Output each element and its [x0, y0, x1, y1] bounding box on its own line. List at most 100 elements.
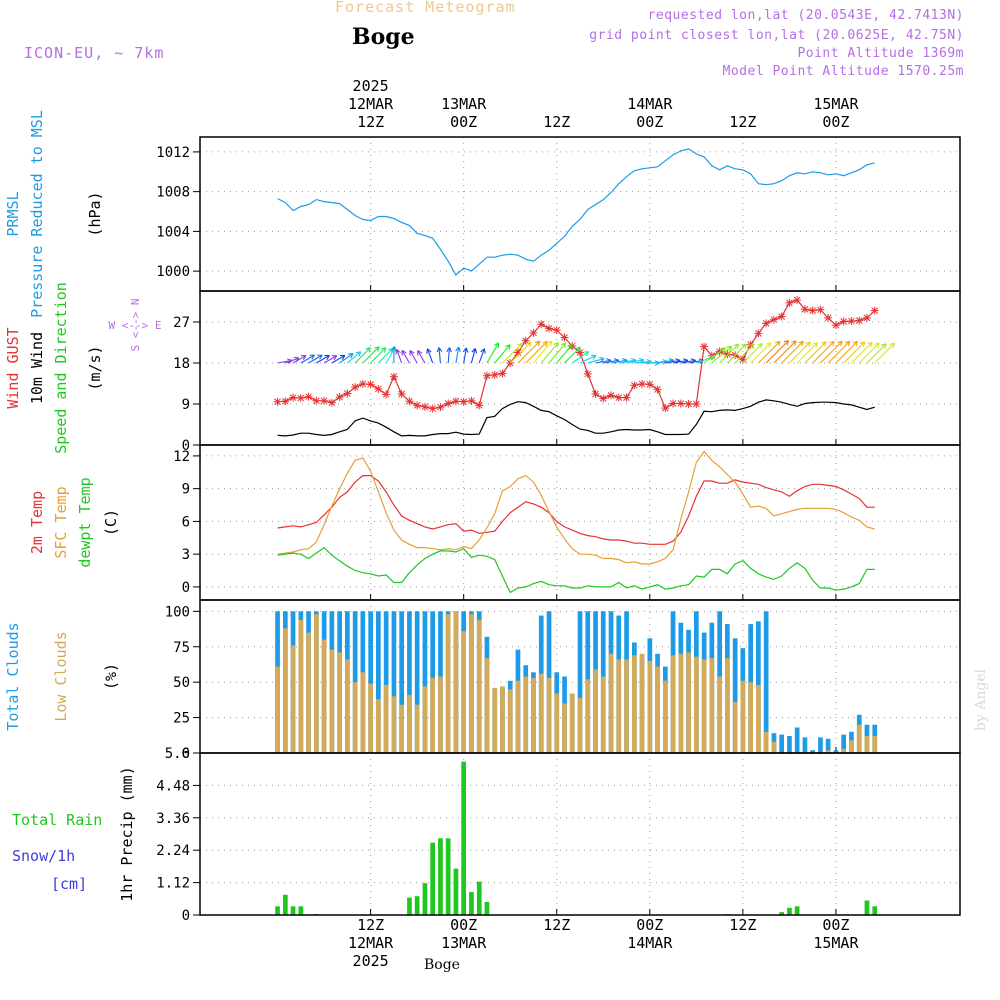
marker-stroke — [848, 317, 855, 325]
rain-bar — [445, 838, 451, 915]
arrow-head — [547, 340, 553, 344]
arrow-head — [355, 351, 361, 354]
marker-stroke — [452, 397, 460, 405]
credit-text: by Angel — [973, 668, 989, 732]
arrow-shaft — [618, 359, 636, 364]
marker-stroke — [475, 402, 483, 409]
total_clouds-bar — [833, 750, 839, 753]
arrow-head — [436, 347, 440, 353]
low_clouds-bar — [500, 686, 505, 753]
arrow-head — [390, 346, 395, 352]
arrow-head — [783, 339, 789, 343]
arrow-shaft — [525, 341, 548, 364]
marker-stroke — [677, 400, 685, 407]
wind-arrow — [494, 344, 511, 364]
arrow-head — [832, 341, 835, 347]
arrow-shaft — [316, 354, 330, 364]
low_clouds-bar — [701, 659, 707, 753]
arrow-head — [396, 349, 401, 354]
arrow-head — [622, 358, 628, 361]
low_clouds-bar — [655, 666, 660, 753]
marker-stroke — [274, 398, 281, 406]
arrow-head — [426, 348, 429, 354]
wind-arrow — [308, 354, 323, 364]
arrow-head — [765, 342, 772, 345]
arrow-head — [599, 356, 605, 360]
arrow-head — [592, 355, 597, 360]
station-name: Boge — [352, 24, 415, 50]
arrow-head — [741, 343, 747, 346]
arrow-shaft — [719, 343, 739, 364]
gust-marker — [296, 394, 305, 403]
total_clouds-bar — [376, 611, 381, 753]
low_clouds-bar — [345, 659, 350, 753]
rain-bar — [422, 883, 428, 915]
arrow-shaft — [827, 340, 851, 364]
gust-marker — [576, 348, 584, 357]
low_clouds-bar — [577, 697, 583, 754]
rain-bar — [407, 897, 412, 915]
arrow-head — [859, 341, 865, 344]
total_clouds-bar — [841, 734, 846, 753]
gust-marker — [599, 394, 608, 403]
arrow-head — [726, 345, 732, 348]
total_clouds-bar — [391, 611, 397, 753]
low_clouds-bar — [368, 683, 373, 753]
arrow-head — [438, 347, 443, 353]
arrow-head — [409, 350, 415, 354]
gust-marker — [653, 385, 662, 394]
total_clouds-bar — [825, 738, 831, 753]
requested-coords: requested lon,lat (20.0543E, 42.7413N) — [647, 8, 964, 23]
arrow-head — [526, 341, 532, 345]
wind-arrow — [719, 343, 740, 364]
low_clouds-bar — [732, 702, 738, 753]
low_clouds-bar — [376, 699, 381, 753]
bottom-time-label: 00Z — [822, 916, 849, 934]
gust-marker — [583, 369, 592, 378]
low_clouds-bar — [616, 659, 622, 753]
top-time-label: 12MAR — [348, 95, 394, 113]
bottom-time-label: 00Z — [450, 916, 477, 934]
arrow-head — [805, 341, 811, 345]
arrow-head — [889, 342, 895, 345]
low_clouds-bar — [306, 632, 311, 753]
y-tick-label: 1.12 — [156, 876, 190, 892]
marker-stroke — [630, 381, 638, 389]
arrow-shaft — [396, 349, 403, 364]
arrow-head — [824, 341, 827, 347]
arrow-head — [768, 342, 772, 348]
arrow-shaft — [804, 341, 827, 364]
arrow-shaft — [773, 340, 797, 364]
marker-stroke — [382, 391, 390, 398]
marker-stroke — [692, 400, 700, 408]
arrow-head — [852, 340, 858, 344]
arrow-shaft — [703, 347, 726, 364]
gust-marker — [537, 320, 546, 329]
marker-stroke — [793, 296, 801, 304]
panel-temperature: 0 3 6 9 12 2m Temp SFC Temp dewpt Temp (C) — [28, 444, 961, 601]
marker-stroke — [437, 403, 444, 411]
model-altitude: Model Point Altitude 1570.25m — [722, 64, 964, 79]
gust-marker — [273, 397, 282, 406]
wind-arrow — [874, 342, 896, 364]
wind-arrow — [711, 345, 733, 364]
arrow-head — [575, 346, 581, 350]
y-tick-label: 1008 — [156, 185, 190, 201]
low_clouds-bar — [275, 666, 280, 753]
y-tick-label: 1012 — [156, 145, 190, 161]
arrow-head — [567, 344, 573, 347]
arrow-head — [333, 355, 338, 361]
low_clouds-bar — [523, 676, 529, 753]
arrow-head — [578, 347, 581, 353]
marker-stroke — [343, 390, 351, 397]
arrow-shaft — [417, 350, 426, 364]
marker-stroke — [599, 395, 607, 402]
wind-arrow — [370, 347, 387, 364]
low_clouds-bar — [414, 704, 420, 753]
arrow-shaft — [610, 359, 628, 364]
wind-arrow — [502, 342, 523, 364]
marker-stroke — [770, 316, 778, 324]
arrow-head — [358, 351, 362, 357]
credit-watermark: by Angel — [965, 660, 995, 750]
gust-marker — [281, 397, 290, 406]
